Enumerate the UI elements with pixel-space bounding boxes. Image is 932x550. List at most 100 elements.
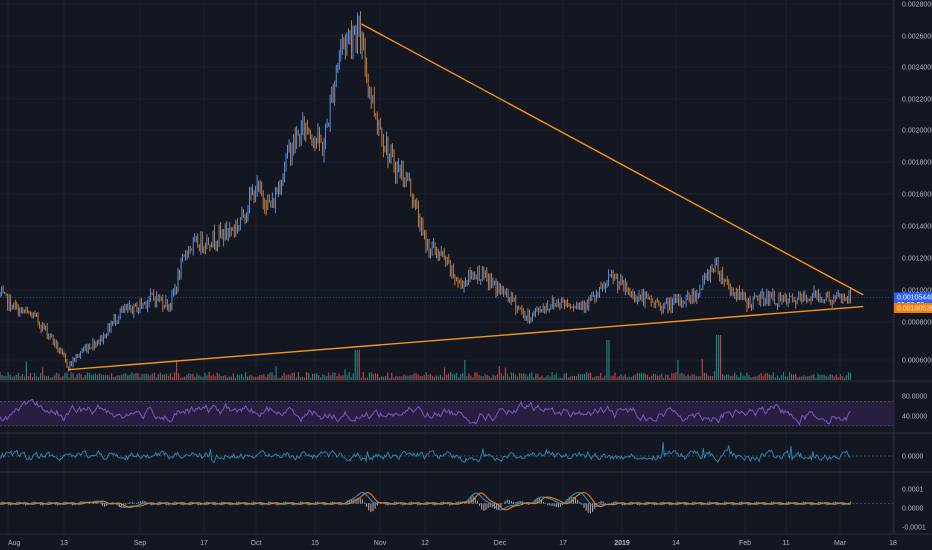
macd-histogram-bar <box>103 503 105 507</box>
volume-bar <box>417 374 419 380</box>
volume-bar <box>638 373 640 380</box>
volume-bar <box>399 376 401 380</box>
volume-bar <box>92 374 94 380</box>
macd-histogram-bar <box>600 500 602 504</box>
volume-bar <box>70 372 72 380</box>
volume-bar <box>443 367 446 380</box>
volume-bar <box>551 372 553 380</box>
volume-bar <box>691 373 693 380</box>
macd-histogram-bar <box>553 503 555 507</box>
price-tick-label: 0.00240000 <box>902 65 932 72</box>
volume-bar <box>220 375 222 380</box>
volume-bar <box>218 373 220 380</box>
volume-bar <box>421 375 423 380</box>
volume-bar <box>9 374 11 380</box>
macd-histogram-bar <box>476 501 478 504</box>
price-tick-label: 0.00220000 <box>902 97 932 104</box>
volume-bar <box>521 373 523 380</box>
volume-bar <box>76 374 78 380</box>
volume-bar <box>833 376 835 380</box>
volume-bar <box>628 376 630 380</box>
y-axis[interactable]: 0.00280000 0.00260000 0.00240000 0.00220000… <box>893 0 932 533</box>
volume-bar <box>600 373 602 380</box>
volume-bar <box>362 372 364 380</box>
volume-bar <box>541 375 543 380</box>
volume-bar <box>655 373 657 380</box>
volume-bar <box>768 374 770 380</box>
volume-bar <box>569 376 571 380</box>
volume-bar <box>98 373 101 380</box>
macd-histogram-bar <box>99 503 101 505</box>
volume-bar <box>277 377 279 380</box>
volume-bar <box>474 372 476 380</box>
volume-bar <box>350 376 352 380</box>
volume-bar <box>450 372 452 380</box>
volume-bar <box>236 374 239 380</box>
volume-bar <box>760 373 762 380</box>
volume-bar <box>665 374 667 380</box>
volume-bar <box>212 374 214 380</box>
volume-bar <box>717 335 720 380</box>
macd-histogram-bar <box>106 503 108 506</box>
volume-bar <box>472 377 474 380</box>
volume-bar <box>21 374 23 380</box>
volume-bar <box>58 373 60 380</box>
volume-bar <box>109 376 111 380</box>
price-tick-label: 0.00080000 <box>902 320 932 327</box>
volume-bar <box>295 377 297 380</box>
x-axis[interactable]: Aug 13 Sep 17 Oct 15 Nov 12 Dec 17 2019 14 Feb 11 Mar 1… <box>0 533 932 547</box>
macd-histogram-bar <box>592 503 594 512</box>
volume-bar <box>685 375 687 380</box>
volume-bar <box>748 375 750 380</box>
volume-bar <box>778 377 781 380</box>
volume-bar <box>695 375 697 380</box>
volume-bar <box>644 373 647 380</box>
macd-histogram-bar <box>560 503 562 507</box>
volume-bar <box>713 371 716 380</box>
volume-bar <box>784 376 787 380</box>
macd-histogram-bar <box>485 503 487 510</box>
volume-bar <box>171 376 174 380</box>
volume-bar <box>801 376 803 380</box>
volume-bar <box>419 376 421 380</box>
volume-bar <box>281 375 283 380</box>
macd-histogram-bar <box>363 502 365 504</box>
volume-bar <box>25 361 27 380</box>
macd-tick-label: 0.0000 <box>902 506 924 513</box>
volume-bar <box>301 376 304 380</box>
volume-bar <box>320 377 322 380</box>
macd-histogram-bar <box>602 501 604 504</box>
volume-bar <box>813 374 815 380</box>
volume-bar <box>697 376 699 380</box>
volume-bar <box>352 373 354 380</box>
volume-bar <box>74 377 76 380</box>
volume-bar <box>543 377 545 380</box>
volume-bar <box>46 376 48 380</box>
volume-bar <box>722 374 724 380</box>
macd-histogram-bar <box>849 501 851 504</box>
volume-bar <box>598 375 600 380</box>
volume-bar <box>827 376 829 380</box>
volume-bar <box>661 373 663 380</box>
volume-bar <box>624 374 626 380</box>
trendlines[interactable] <box>0 23 893 371</box>
volume-bar <box>837 377 839 380</box>
x-tick-label: 12 <box>421 540 429 547</box>
volume-bar <box>596 375 598 380</box>
macd-histogram-bar <box>474 497 476 504</box>
volume-bar <box>210 375 212 380</box>
panel-dividers[interactable] <box>0 380 932 473</box>
volume-bar <box>153 372 155 380</box>
volume-bar <box>230 376 232 380</box>
macd-histogram-bar <box>589 503 591 514</box>
volume-bar <box>78 373 80 380</box>
volume-bar <box>466 376 468 380</box>
volume-bar <box>102 375 105 380</box>
volume-bar <box>39 373 42 380</box>
macd-histogram-bar <box>498 503 500 510</box>
volume-bar <box>525 373 527 380</box>
x-tick-label: 2019 <box>614 540 630 547</box>
price-tick-label: 0.00200000 <box>902 128 932 135</box>
macd-histogram-bar <box>551 503 553 506</box>
